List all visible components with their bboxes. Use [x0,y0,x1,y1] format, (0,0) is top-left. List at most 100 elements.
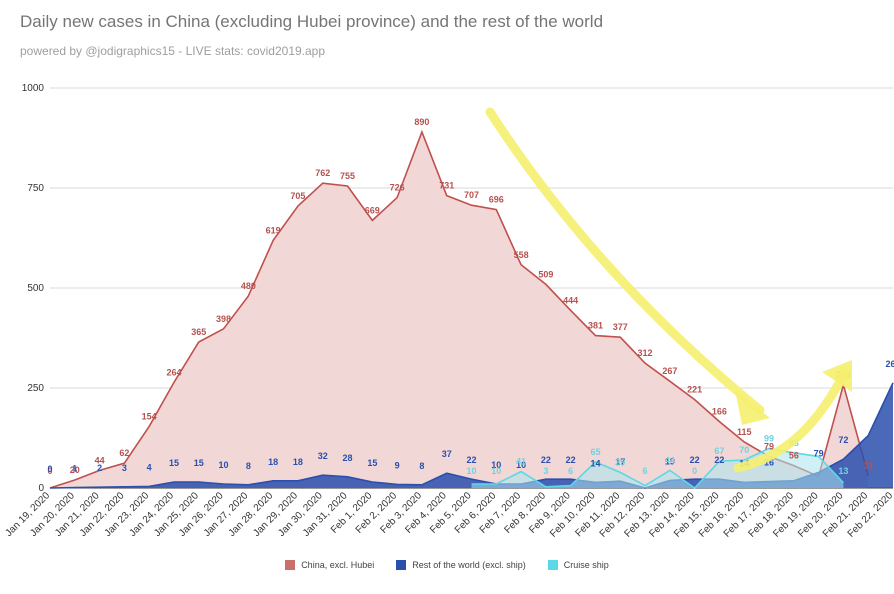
data-label-row: 22 [714,455,724,465]
data-label-china: 56 [789,451,799,461]
annotation-arrows [485,107,852,473]
data-label-china: 20 [70,465,80,475]
data-label-china: 726 [390,183,405,193]
legend-label-ship: Cruise ship [563,560,609,570]
data-label-row: 17 [615,457,625,467]
annotation-arrow-up-head [822,360,852,392]
data-label-ship: 3 [543,466,548,476]
data-label-china: 669 [365,205,380,215]
data-label-row: 10 [219,460,229,470]
data-label-china: 62 [119,448,129,458]
data-label-china: 509 [538,269,553,279]
annotation-arrow-down-head [735,390,770,425]
data-label-ship: 70 [739,445,749,455]
y-tick-label: 250 [27,383,44,394]
data-label-ship: 44 [665,455,675,465]
data-label-china: 79 [764,441,774,451]
data-label-row: 263 [885,359,894,369]
data-label-row: 22 [566,455,576,465]
legend-label-row: Rest of the world (excl. ship) [412,560,526,570]
data-label-row: 22 [466,455,476,465]
data-label-row: 18 [268,457,278,467]
data-label-china: 762 [315,168,330,178]
data-label-row: 3 [122,463,127,473]
data-label-china: 444 [563,295,578,305]
series-area-0 [50,132,869,488]
data-label-row: 8 [246,461,251,471]
data-label-china: 707 [464,190,479,200]
data-label-row: 72 [838,435,848,445]
data-label-ship: 6 [568,466,573,476]
data-label-ship: 13 [838,466,848,476]
data-label-row: 8 [419,461,424,471]
data-label-china: 731 [439,181,454,191]
data-label-row: 18 [293,457,303,467]
legend-swatch-row [396,560,407,570]
y-tick-label: 1000 [22,83,45,94]
y-axis-ticks: 0 250 500 750 1000 [22,83,45,494]
legend-item-ship[interactable]: Cruise ship [547,560,609,570]
data-label-china: 267 [662,366,677,376]
data-label-china: 696 [489,195,504,205]
legend-item-china[interactable]: China, excl. Hubei [285,560,374,570]
data-label-china: 398 [216,314,231,324]
data-label-ship: 0 [692,466,697,476]
data-label-china: 31 [863,461,873,471]
data-label-ship: 10 [466,466,476,476]
data-label-row: 22 [541,455,551,465]
data-label-ship: 41 [516,457,526,467]
chart-subtitle: powered by @jodigraphics15 - LIVE stats:… [20,44,326,58]
data-label-ship: 99 [764,433,774,443]
data-label-row: 37 [442,449,452,459]
data-label-row: 15 [194,458,204,468]
legend-label-china: China, excl. Hubei [301,560,375,570]
series-area-2 [471,448,844,488]
data-label-row: 22 [690,455,700,465]
data-label-china: 377 [613,322,628,332]
data-label-china: 0 [47,466,52,476]
data-label-row: 79 [814,448,824,458]
legend-swatch-china [285,560,296,570]
data-label-china: 619 [266,225,281,235]
data-label-ship: 65 [590,447,600,457]
data-label-china: 365 [191,327,206,337]
data-label-china: 312 [638,348,653,358]
data-label-ship: 6 [643,466,648,476]
annotation-arrow-up-shaft [733,367,850,473]
data-label-china: 154 [142,411,157,421]
data-label-row: 10 [491,460,501,470]
data-label-row: 16 [764,458,774,468]
data-label-china: 381 [588,321,603,331]
data-label-row: 0 [47,464,52,474]
data-label-china: 890 [414,117,429,127]
data-label-row: 32 [318,451,328,461]
data-label-china: 44 [95,455,105,465]
data-label-row: 10 [516,460,526,470]
chart-title: Daily new cases in China (excluding Hube… [20,12,604,31]
data-label-china: 264 [166,367,181,377]
data-label-china: 480 [241,281,256,291]
annotation-arrow-down-shaft [485,107,765,415]
data-label-row: 19 [665,456,675,466]
data-label-ship: 39 [615,457,625,467]
data-label-row: 28 [343,453,353,463]
data-label-china: 221 [687,385,702,395]
data-label-row: 15 [169,458,179,468]
data-label-row: 14 [590,458,600,468]
data-label-china: 755 [340,171,355,181]
y-tick-label: 750 [27,183,44,194]
data-label-row: 2 [97,463,102,473]
data-label-ship: 67 [714,446,724,456]
data-label-china: 166 [712,407,727,417]
data-label-ship: 10 [491,466,501,476]
data-label-china: 558 [514,250,529,260]
legend-item-row[interactable]: Rest of the world (excl. ship) [396,560,526,570]
data-label-row: 1 [72,464,77,474]
y-tick-label: 500 [27,283,44,294]
data-label-china: 705 [290,191,305,201]
series-line-0 [49,129,869,489]
legend: China, excl. Hubei Rest of the world (ex… [0,560,894,570]
